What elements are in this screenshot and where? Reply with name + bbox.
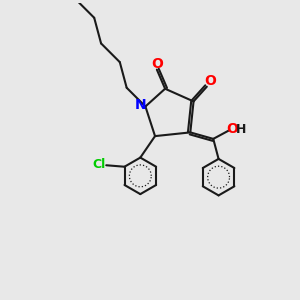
Text: O: O bbox=[226, 122, 238, 136]
Text: N: N bbox=[134, 98, 146, 112]
Text: O: O bbox=[151, 57, 163, 71]
Text: Cl: Cl bbox=[92, 158, 106, 171]
Text: H: H bbox=[236, 123, 246, 136]
Text: O: O bbox=[204, 74, 216, 88]
